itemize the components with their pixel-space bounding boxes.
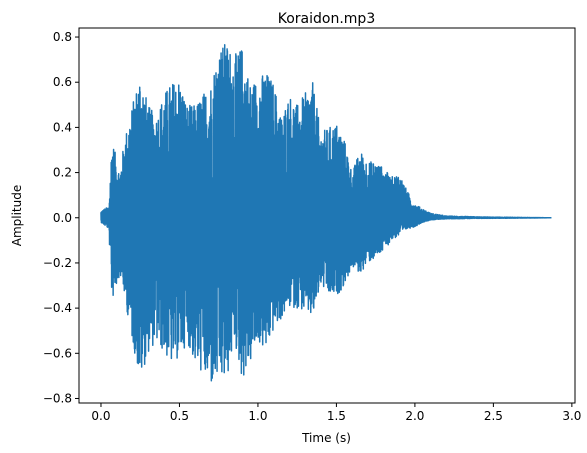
x-tick-label: 0.0: [91, 409, 110, 423]
y-axis-label: Amplitude: [10, 185, 24, 247]
y-tick-label: 0.6: [53, 75, 72, 89]
y-tick-label: −0.8: [43, 391, 72, 405]
y-axis-ticks: −0.8 −0.6 −0.4 −0.2 0.0 0.2 0.4 0.6 0.8: [43, 30, 79, 405]
x-tick-label: 1.5: [327, 409, 346, 423]
x-tick-label: 2.5: [484, 409, 503, 423]
y-tick-label: 0.2: [53, 166, 72, 180]
y-tick-label: −0.4: [43, 301, 72, 315]
y-tick-label: −0.2: [43, 256, 72, 270]
y-tick-label: −0.6: [43, 346, 72, 360]
y-tick-label: 0.0: [53, 211, 72, 225]
x-tick-label: 3.0: [562, 409, 581, 423]
y-tick-label: 0.8: [53, 30, 72, 44]
x-axis-ticks: 0.0 0.5 1.0 1.5 2.0 2.5 3.0: [91, 403, 581, 423]
x-tick-label: 1.0: [248, 409, 267, 423]
chart-title: Koraidon.mp3: [278, 11, 375, 27]
waveform-layer: [100, 43, 553, 382]
plot-frame: [78, 27, 576, 404]
waveform-series-line: [100, 43, 553, 382]
y-tick-label: 0.4: [53, 120, 72, 134]
x-axis-label: Time (s): [301, 431, 351, 445]
x-tick-label: 0.5: [170, 409, 189, 423]
x-tick-label: 2.0: [405, 409, 424, 423]
